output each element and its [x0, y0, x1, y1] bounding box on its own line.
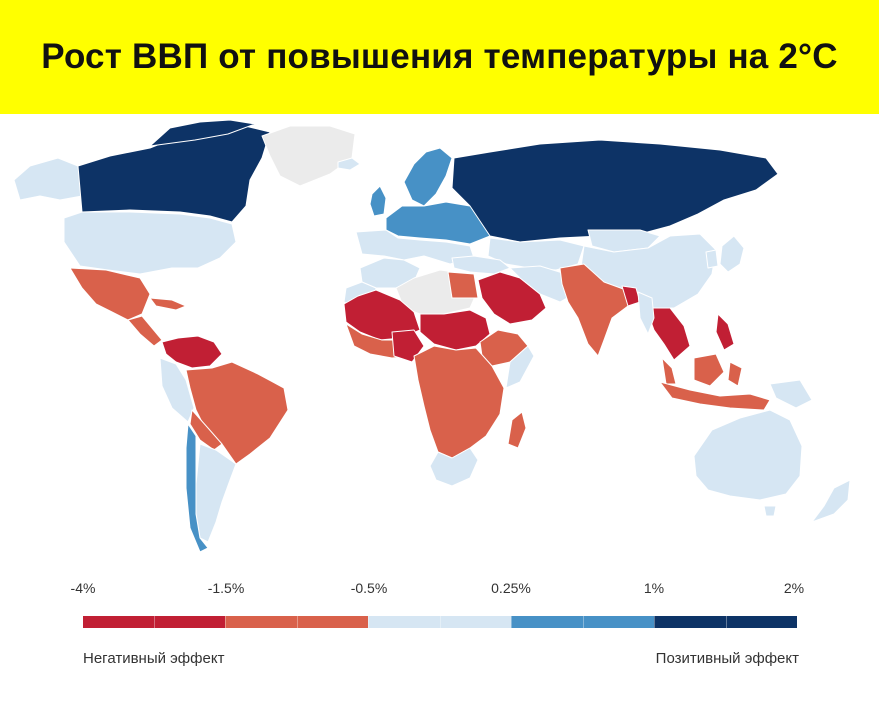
page-title: Рост ВВП от повышения температуры на 2°C	[41, 37, 838, 76]
region-alaska	[13, 157, 83, 201]
region-iceland	[337, 157, 361, 171]
region-japan	[719, 235, 745, 273]
legend-segment	[83, 616, 154, 628]
region-peru	[159, 357, 195, 423]
region-russia	[451, 139, 779, 243]
legend-tick: -0.5%	[350, 580, 388, 596]
region-greenland	[261, 125, 356, 187]
region-scandinavia	[403, 147, 453, 207]
legend-tick: 2%	[783, 580, 805, 596]
region-canada-islands	[149, 119, 256, 147]
region-argentina	[195, 443, 237, 543]
legend-segment	[296, 616, 368, 628]
legend-segment	[725, 616, 797, 628]
region-central-america	[127, 315, 163, 347]
region-philippines	[715, 313, 735, 351]
world-map	[0, 118, 879, 568]
region-korea	[705, 249, 719, 269]
region-brazil	[185, 361, 289, 465]
region-myanmar	[637, 291, 655, 335]
world-map-svg	[13, 119, 851, 553]
region-uk	[369, 185, 387, 217]
title-banner: Рост ВВП от повышения температуры на 2°C	[0, 0, 879, 114]
legend-tick: -1.5%	[207, 580, 245, 596]
legend-segment	[654, 616, 726, 628]
legend-segment	[225, 616, 297, 628]
legend-tick: -4%	[70, 580, 96, 596]
region-sulawesi	[727, 361, 743, 387]
region-somalia	[505, 345, 535, 389]
legend-tick: 0.25%	[491, 580, 531, 596]
region-chile	[185, 423, 209, 553]
legend-segment	[511, 616, 583, 628]
legend-segment	[153, 616, 225, 628]
region-india	[559, 263, 629, 357]
legend-segment	[439, 616, 511, 628]
region-caribbean	[149, 297, 187, 311]
region-tasmania	[763, 505, 777, 517]
region-southern-africa	[429, 447, 479, 487]
region-new-zealand	[811, 479, 851, 523]
region-malaysia	[661, 357, 677, 385]
positive-effect-label: Позитивный эффект	[655, 650, 799, 667]
region-arabia	[477, 271, 547, 325]
region-mexico	[69, 267, 151, 321]
region-borneo	[693, 353, 725, 387]
legend-tick: 1%	[643, 580, 665, 596]
legend-color-bar	[83, 616, 797, 628]
legend-segment	[368, 616, 440, 628]
region-sudan	[419, 309, 491, 351]
region-usa	[63, 211, 237, 275]
region-egypt	[447, 271, 479, 299]
negative-effect-label: Негативный эффект	[83, 650, 225, 667]
region-madagascar	[507, 411, 527, 449]
region-png	[769, 379, 813, 409]
legend-segment	[582, 616, 654, 628]
region-central-africa	[413, 345, 505, 459]
region-australia	[693, 409, 803, 501]
region-indonesia	[659, 381, 771, 411]
region-turkey	[451, 255, 511, 275]
region-venezuela	[161, 335, 223, 369]
region-se-asia	[645, 307, 691, 361]
